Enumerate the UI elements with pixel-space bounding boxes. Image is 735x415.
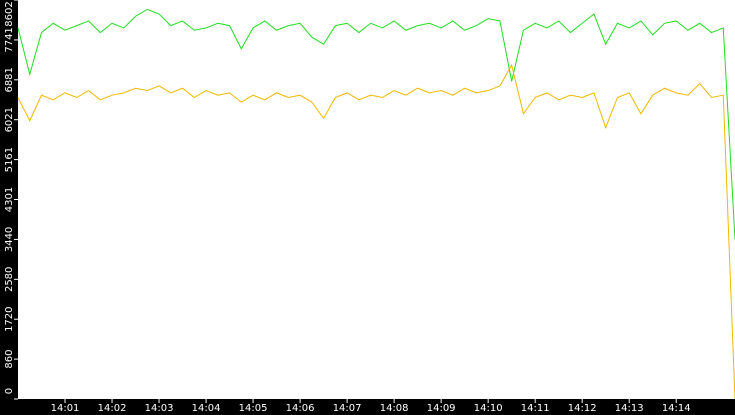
x-tick-label: 14:02 xyxy=(98,403,127,414)
y-tick-label: 5161 xyxy=(4,147,15,172)
y-tick-label: 6881 xyxy=(4,67,15,92)
x-tick-label: 14:04 xyxy=(192,403,221,414)
x-tick-label: 14:08 xyxy=(380,403,409,414)
x-tick-label: 14:05 xyxy=(239,403,268,414)
x-tick-label: 14:07 xyxy=(333,403,362,414)
x-tick-label: 14:06 xyxy=(286,403,315,414)
y-tick-label: 8602 xyxy=(4,1,15,26)
y-tick-label: 6021 xyxy=(4,107,15,132)
x-tick-label: 14:11 xyxy=(521,403,550,414)
x-tick-label: 14:01 xyxy=(51,403,80,414)
x-tick-label: 14:12 xyxy=(568,403,597,414)
x-tick-label: 14:13 xyxy=(615,403,644,414)
y-tick-label: 1720 xyxy=(4,306,15,331)
y-axis-bar xyxy=(0,0,18,415)
x-tick-label: 14:14 xyxy=(662,403,691,414)
series-line xyxy=(17,63,735,400)
x-tick-label: 14:09 xyxy=(427,403,456,414)
y-tick-label: 3440 xyxy=(4,227,15,252)
y-tick-label: 7741 xyxy=(4,27,15,52)
x-tick-label: 14:03 xyxy=(145,403,174,414)
x-axis-bar xyxy=(0,399,735,415)
x-tick-label: 14:10 xyxy=(474,403,503,414)
y-tick-label: 2580 xyxy=(4,267,15,292)
y-tick-label: 860 xyxy=(4,350,15,369)
y-tick-label: 4301 xyxy=(4,187,15,212)
y-tick-label: 0 xyxy=(4,388,15,394)
series-line xyxy=(17,8,735,240)
